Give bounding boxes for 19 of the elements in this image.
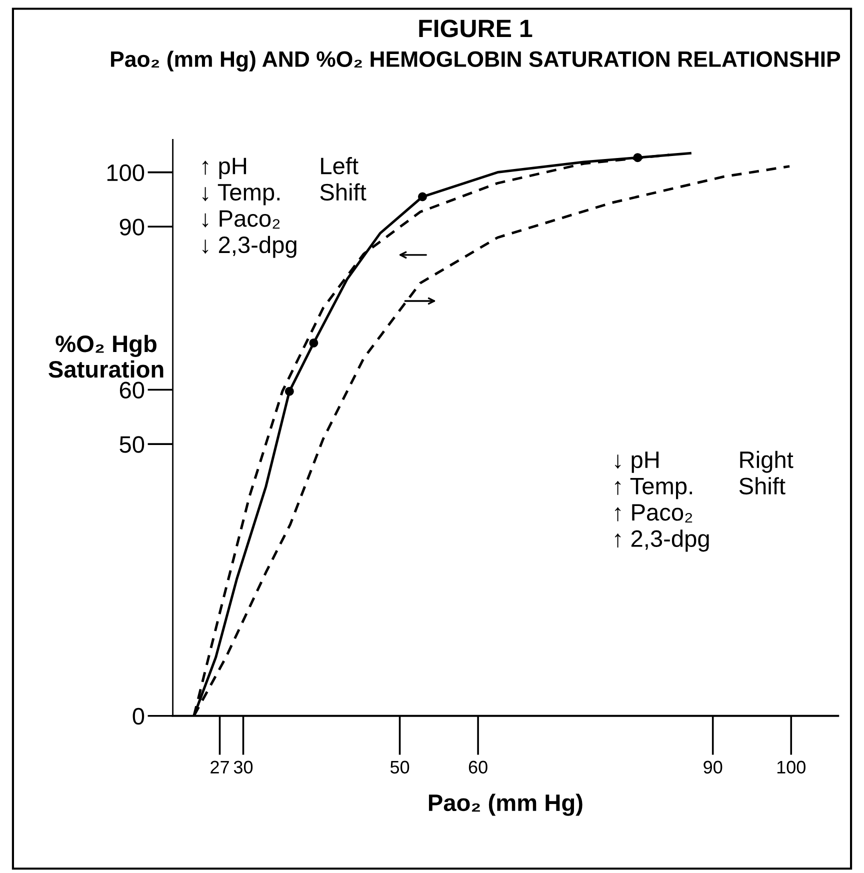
x-tick-label: 100 xyxy=(777,760,806,774)
y-tick-label: 90 xyxy=(120,218,144,236)
x-tick-label: 50 xyxy=(390,760,410,774)
y-tick-label: 100 xyxy=(107,164,144,182)
annotation: Right Shift xyxy=(739,450,794,494)
chart-title: FIGURE 1 xyxy=(419,20,532,38)
annotation: ↑ pH ↓ Temp. ↓ Paco₂ ↓ 2,3-dpg xyxy=(202,158,296,258)
chart-subtitle: Pao₂ (mm Hg) AND %O₂ HEMOGLOBIN SATURATION RELATIONSHIP xyxy=(111,50,840,72)
annotation: Left Shift xyxy=(320,156,366,201)
annotation: ↓ pH ↑ Temp. ↑ Paco₂ ↑ 2,3-dpg xyxy=(615,452,709,552)
x-tick-label: 30 xyxy=(234,760,253,774)
y-tick-label: 60 xyxy=(120,382,144,399)
x-tick-label: 27 xyxy=(210,760,229,774)
x-tick-label: 90 xyxy=(704,760,722,774)
y-tick-label: 0 xyxy=(132,708,144,725)
y-axis-title: %O₂ Hgb Saturation xyxy=(48,334,164,378)
y-tick-label: 50 xyxy=(120,436,144,453)
x-tick-label: 60 xyxy=(468,760,488,774)
x-axis-title: Pao₂ (mm Hg) xyxy=(428,794,582,816)
